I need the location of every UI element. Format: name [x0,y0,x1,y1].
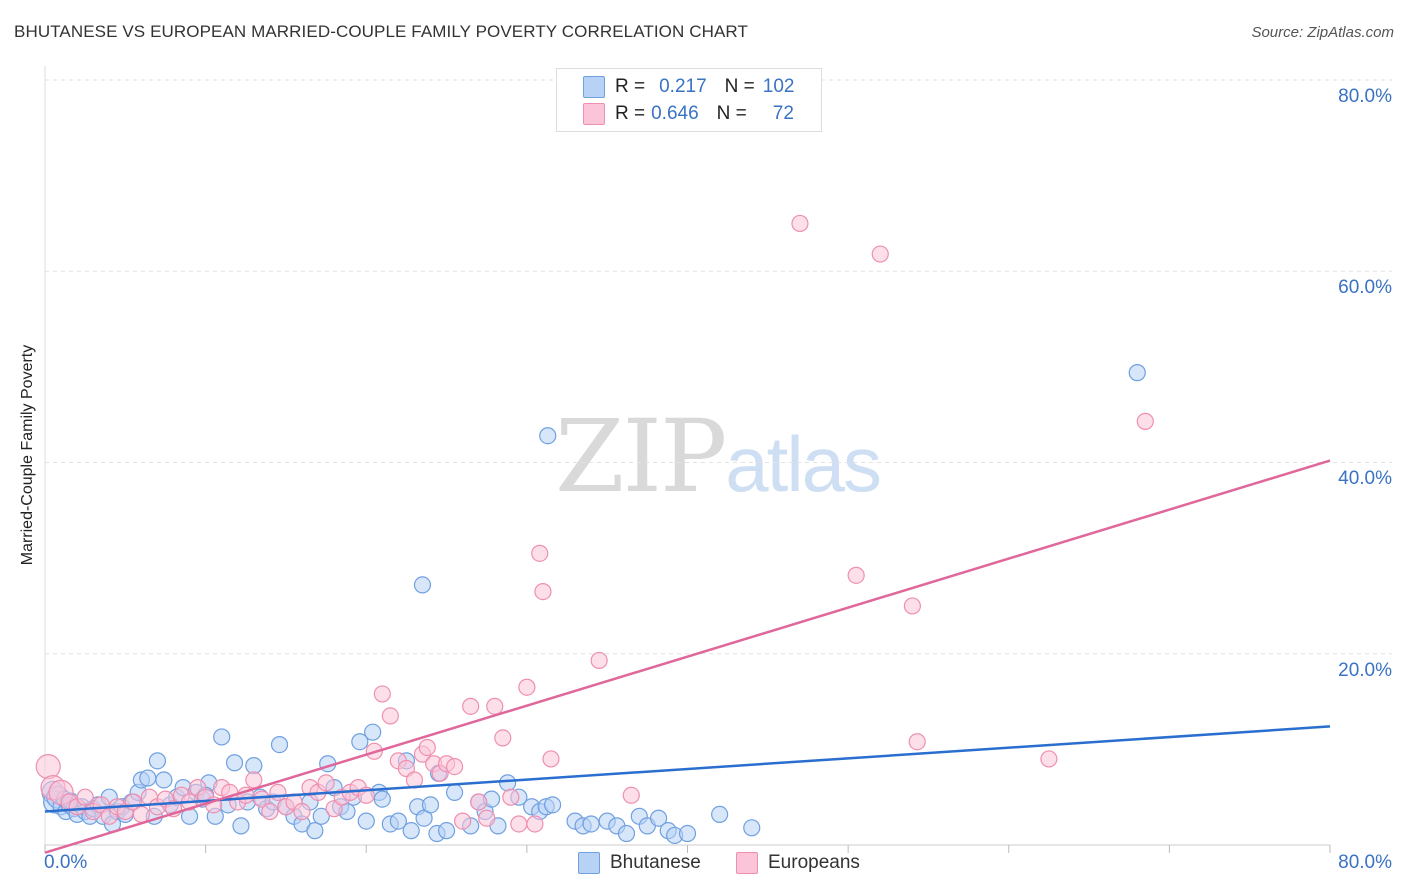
y-tick-label-80: 80.0% [1338,86,1392,107]
x-tick-label-max: 80.0% [1338,852,1392,873]
series-legend: Bhutanese Europeans [0,852,1406,878]
point-bhutanese [351,733,369,751]
point-europeans [478,809,496,827]
point-bhutanese [1128,364,1146,382]
point-bhutanese [402,822,420,840]
point-europeans [1040,750,1058,768]
point-europeans [590,651,608,670]
legend-r-label: R = [615,103,646,124]
point-europeans [542,750,560,768]
point-bhutanese [499,774,517,792]
legend-r-label: R = [615,76,646,97]
point-bhutanese [617,824,636,843]
point-bhutanese [421,796,440,814]
trendline-europeans [44,459,1331,854]
point-bhutanese [357,812,375,830]
point-europeans [908,733,926,751]
point-europeans [445,757,464,776]
legend-n-label: N = [716,103,747,124]
point-bhutanese [711,805,729,824]
point-bhutanese [582,815,600,833]
point-europeans [132,805,150,824]
series-swatch-bhutanese [578,852,600,874]
point-bhutanese [543,796,562,814]
point-europeans [373,685,391,703]
legend-n-label: N = [724,76,755,97]
point-bhutanese [364,723,382,741]
point-europeans [245,771,263,789]
y-tick-label-60: 60.0% [1338,277,1392,298]
point-europeans [486,697,504,715]
point-europeans [317,774,335,792]
point-europeans [847,566,865,584]
series-swatch-europeans [736,852,758,874]
point-europeans [534,582,552,601]
point-bhutanese [445,783,464,802]
point-bhutanese [413,576,432,594]
point-bhutanese [155,771,173,789]
legend-swatch-bhutanese [583,76,605,98]
point-europeans [531,544,549,562]
watermark: ZIPatlas [555,398,882,515]
legend-r-value: 0.217 [659,76,707,97]
legend-row-europeans: R = 0.646 N = 72 [583,102,794,126]
legend-r-value: 0.646 [651,103,699,124]
point-europeans [1136,412,1154,430]
point-bhutanese [213,728,231,746]
correlation-legend: R = 0.217 N = 102 R = 0.646 N = 72 [556,68,822,132]
point-bhutanese [225,754,244,772]
watermark-atlas: atlas [725,420,882,508]
point-europeans [518,678,536,696]
point-bhutanese [649,809,668,827]
chart-title: BHUTANESE VS EUROPEAN MARRIED-COUPLE FAM… [14,22,748,41]
series-legend-bhutanese[interactable]: Bhutanese [578,852,701,874]
point-bhutanese [139,769,157,787]
point-europeans [494,729,512,747]
point-europeans [381,707,399,725]
source-label: Source: ZipAtlas.com [1251,24,1394,41]
legend-swatch-europeans [583,103,605,125]
point-bhutanese [148,752,167,770]
trendline-bhutanese [44,725,1331,813]
point-bhutanese [232,817,250,835]
legend-row-bhutanese: R = 0.217 N = 102 [583,75,794,99]
series-label-bhutanese: Bhutanese [610,852,701,873]
point-bhutanese [437,822,456,840]
point-europeans [76,788,94,806]
y-tick-label-20: 20.0% [1338,660,1392,681]
point-europeans [526,815,544,833]
point-europeans [871,245,889,263]
point-europeans [454,812,472,830]
point-bhutanese [245,757,263,775]
legend-n-value: 102 [762,76,795,97]
point-europeans [510,815,528,833]
series-label-europeans: Europeans [768,852,860,873]
point-europeans [418,738,436,757]
x-tick-label-min: 0.0% [44,852,88,873]
point-bhutanese [306,822,324,840]
point-europeans [622,786,640,804]
point-europeans [261,802,279,821]
point-europeans [253,790,271,808]
point-europeans [293,802,311,821]
legend-n-value: 72 [772,103,794,124]
point-europeans [903,597,921,615]
point-bhutanese [312,807,330,825]
point-bhutanese [539,427,557,445]
point-europeans [502,788,520,806]
y-tick-label-40: 40.0% [1338,468,1392,489]
series-legend-europeans[interactable]: Europeans [736,852,860,874]
point-europeans [470,793,488,811]
point-bhutanese [389,812,407,830]
point-bhutanese [270,735,289,754]
point-europeans [791,214,809,233]
point-bhutanese [743,819,761,837]
point-bhutanese [373,790,391,808]
point-europeans [462,697,480,715]
point-europeans [269,783,287,802]
point-bhutanese [678,824,697,843]
watermark-zip: ZIP [555,398,727,515]
point-europeans [35,753,61,780]
